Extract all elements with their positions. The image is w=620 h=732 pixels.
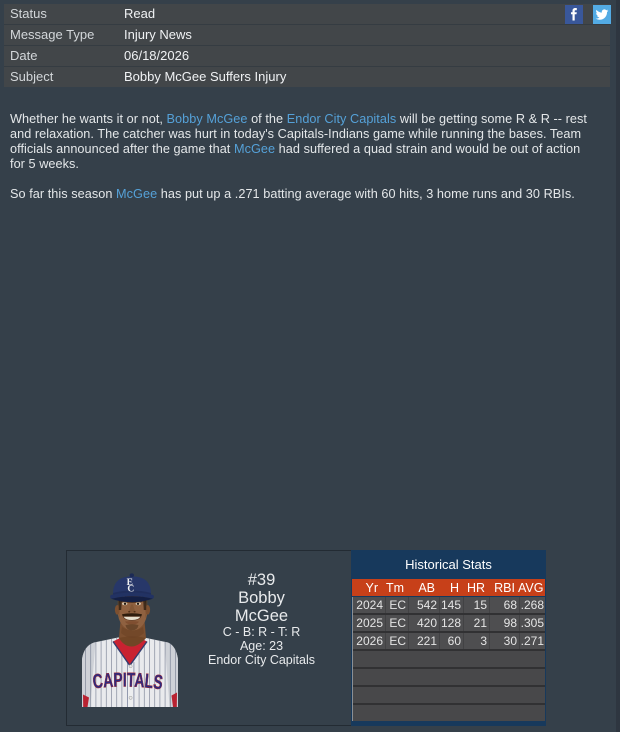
svg-text:CAPITALS: CAPITALS bbox=[92, 669, 164, 694]
svg-text:E: E bbox=[127, 578, 133, 588]
svg-text:C: C bbox=[127, 585, 134, 595]
